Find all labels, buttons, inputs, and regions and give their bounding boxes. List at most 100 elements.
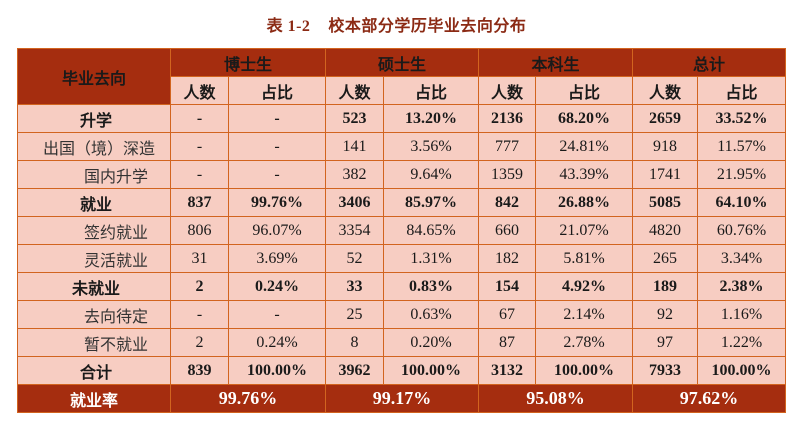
table-row: 出国（境）深造 - - 141 3.56% 777 24.81% 918 11.…: [17, 132, 787, 161]
cell: 26.88%: [535, 188, 634, 217]
cell: 2.78%: [535, 328, 634, 357]
employment-rate-phd: 99.76%: [169, 384, 327, 413]
row-label: 去向待定: [17, 300, 171, 329]
employment-rate-bachelor: 95.08%: [478, 384, 634, 413]
row-label: 未就业: [17, 272, 171, 301]
cell: 100.00%: [227, 356, 327, 385]
cell: -: [227, 132, 327, 161]
cell: 3962: [325, 356, 385, 385]
header-group-total: 总计: [632, 48, 787, 77]
cell: 7933: [632, 356, 699, 385]
header-row-sub: 人数 占比 人数 占比 人数 占比 人数 占比: [18, 76, 787, 105]
cell: 24.81%: [535, 132, 634, 161]
header-count: 人数: [632, 76, 699, 105]
cell: -: [227, 160, 327, 189]
cell: 1359: [478, 160, 537, 189]
cell: 918: [632, 132, 699, 161]
cell: 2659: [632, 104, 699, 133]
cell: 154: [478, 272, 537, 301]
cell: 3406: [325, 188, 385, 217]
table-row: 国内升学 - - 382 9.64% 1359 43.39% 1741 21.9…: [17, 160, 787, 189]
cell: 8: [325, 328, 385, 357]
row-label: 合计: [17, 356, 171, 385]
cell: 52: [325, 244, 385, 273]
cell: 25: [325, 300, 385, 329]
cell: 31: [170, 244, 229, 273]
cell: 837: [170, 188, 229, 217]
table-row-total: 合计 839 100.00% 3962 100.00% 3132 100.00%…: [17, 356, 787, 385]
cell: 3132: [478, 356, 537, 385]
cell: 68.20%: [535, 104, 634, 133]
table-number: 表 1-2: [266, 18, 311, 35]
table-row: 升学 - - 523 13.20% 2136 68.20% 2659 33.52…: [17, 104, 787, 133]
table-body: 升学 - - 523 13.20% 2136 68.20% 2659 33.52…: [17, 104, 787, 413]
header-ratio: 占比: [535, 76, 634, 105]
table-row: 暂不就业 2 0.24% 8 0.20% 87 2.78% 97 1.22%: [17, 328, 787, 357]
cell: 99.76%: [227, 188, 327, 217]
cell: -: [227, 104, 327, 133]
cell: 67: [478, 300, 537, 329]
cell: 2: [170, 328, 229, 357]
row-label: 升学: [17, 104, 171, 133]
cell: 60.76%: [697, 216, 787, 245]
cell: 100.00%: [535, 356, 634, 385]
cell: 842: [478, 188, 537, 217]
employment-rate-row: 就业率 99.76% 99.17% 95.08% 97.62%: [17, 384, 787, 413]
cell: 3.69%: [227, 244, 327, 273]
header-destination: 毕业去向: [17, 48, 171, 105]
row-label: 灵活就业: [17, 244, 171, 273]
cell: 4.92%: [535, 272, 634, 301]
row-label: 就业: [17, 188, 171, 217]
cell: 3.56%: [383, 132, 480, 161]
cell: -: [170, 132, 229, 161]
cell: 189: [632, 272, 699, 301]
cell: 182: [478, 244, 537, 273]
header-count: 人数: [325, 76, 385, 105]
cell: 5085: [632, 188, 699, 217]
cell: 4820: [632, 216, 699, 245]
header-group-master: 硕士生: [325, 48, 480, 77]
row-label: 暂不就业: [17, 328, 171, 357]
cell: 141: [325, 132, 385, 161]
cell: -: [170, 300, 229, 329]
cell: 1.16%: [697, 300, 787, 329]
cell: 43.39%: [535, 160, 634, 189]
header-count: 人数: [478, 76, 537, 105]
cell: 0.83%: [383, 272, 480, 301]
cell: 839: [170, 356, 229, 385]
cell: 265: [632, 244, 699, 273]
cell: 3354: [325, 216, 385, 245]
cell: 777: [478, 132, 537, 161]
cell: 5.81%: [535, 244, 634, 273]
row-label: 国内升学: [17, 160, 171, 189]
table-row: 未就业 2 0.24% 33 0.83% 154 4.92% 189 2.38%: [17, 272, 787, 301]
row-label: 签约就业: [17, 216, 171, 245]
cell: 660: [478, 216, 537, 245]
cell: 2.38%: [697, 272, 787, 301]
cell: 806: [170, 216, 229, 245]
cell: 0.20%: [383, 328, 480, 357]
table-row: 去向待定 - - 25 0.63% 67 2.14% 92 1.16%: [17, 300, 787, 329]
cell: 97: [632, 328, 699, 357]
cell: -: [170, 160, 229, 189]
employment-rate-master: 99.17%: [325, 384, 480, 413]
header-ratio: 占比: [383, 76, 480, 105]
cell: 1741: [632, 160, 699, 189]
cell: 2136: [478, 104, 537, 133]
cell: 11.57%: [697, 132, 787, 161]
cell: 92: [632, 300, 699, 329]
table-caption: 表 1-2 校本部分学历毕业去向分布: [0, 12, 793, 36]
header-group-bachelor: 本科生: [478, 48, 634, 77]
employment-rate-total: 97.62%: [632, 384, 787, 413]
cell: 64.10%: [697, 188, 787, 217]
header-count: 人数: [170, 76, 229, 105]
cell: -: [170, 104, 229, 133]
cell: 21.95%: [697, 160, 787, 189]
cell: 21.07%: [535, 216, 634, 245]
employment-rate-label: 就业率: [17, 384, 171, 413]
cell: 33: [325, 272, 385, 301]
header-ratio: 占比: [697, 76, 787, 105]
cell: 1.22%: [697, 328, 787, 357]
cell: 0.24%: [227, 328, 327, 357]
cell: 0.63%: [383, 300, 480, 329]
